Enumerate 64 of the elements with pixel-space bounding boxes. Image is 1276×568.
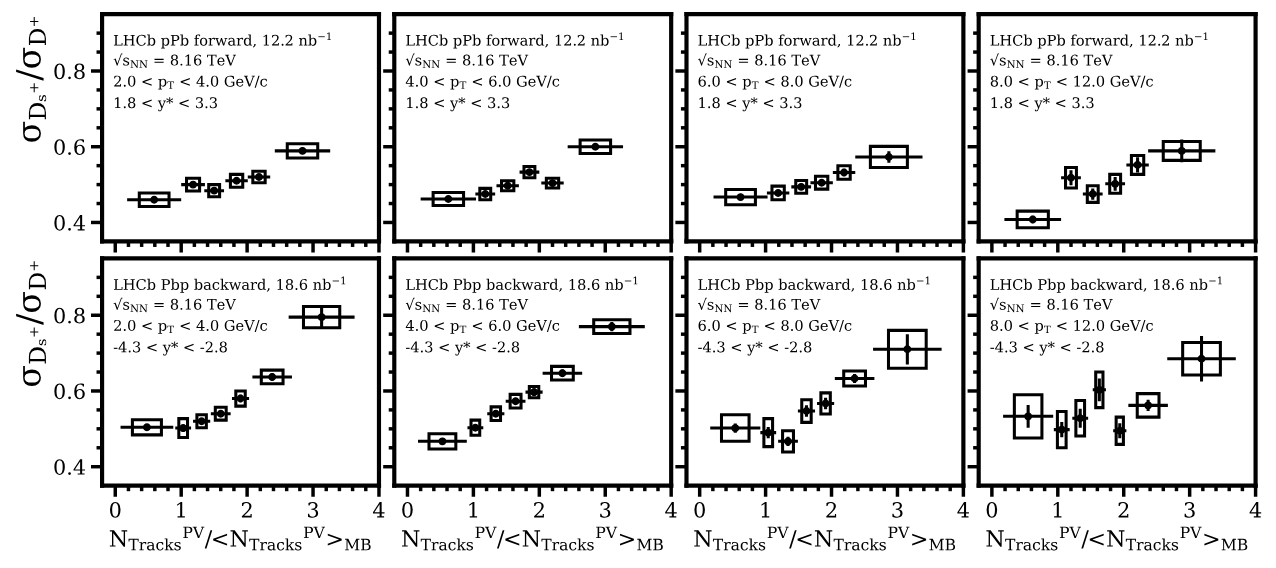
x-tick-label: 3 (600, 501, 611, 518)
y-axis-title: σ$_{Dₛ⁺}$/σ$_{D⁺}$ (16, 16, 47, 142)
x-axis-title: N$_{Tracks}$$^{PV}$/<N$_{Tracks}$$^{PV}$>$_{MB}$ (402, 526, 663, 551)
x-tick-label: 2 (241, 501, 252, 518)
annotation: √s$_{NN}$ = 8.16 TeV (405, 297, 529, 313)
annotation: LHCb pPb forward, 12.2 nb$^{−1}$ (990, 32, 1208, 49)
y-tick-label: 0.6 (54, 383, 85, 400)
x-axis-title: N$_{Tracks}$$^{PV}$/<N$_{Tracks}$$^{PV}$>$_{MB}$ (109, 526, 371, 551)
x-tick-label: 1 (469, 501, 478, 518)
annotation: 8.0 < p$_{T}$ < 12.0 GeV/c (990, 319, 1153, 334)
annotation: 1.8 < y* < 3.3 (114, 97, 217, 112)
annotation: -4.3 < y* < -2.8 (698, 341, 812, 356)
annotation: LHCb pPb forward, 12.2 nb$^{−1}$ (698, 32, 916, 49)
annotation: √s$_{NN}$ = 8.16 TeV (990, 53, 1113, 68)
x-tick-label: 2 (826, 501, 837, 518)
x-tick-label: 0 (986, 501, 998, 518)
y-tick-label: 0.8 (54, 63, 85, 80)
annotation: 6.0 < p$_{T}$ < 8.0 GeV/c (698, 319, 852, 334)
annotation: 8.0 < p$_{T}$ < 12.0 GeV/c (990, 75, 1153, 90)
annotation: √s$_{NN}$ = 8.16 TeV (698, 297, 821, 313)
y-tick-label: 0.6 (54, 139, 85, 155)
annotation: √s$_{NN}$ = 8.16 TeV (113, 297, 237, 313)
x-tick-label: 1 (177, 501, 185, 518)
annotation: √s$_{NN}$ = 8.16 TeV (405, 53, 529, 68)
x-axis-title: N$_{Tracks}$$^{PV}$/<N$_{Tracks}$$^{PV}$>$_{MB}$ (986, 526, 1248, 551)
x-tick-label: 4 (1249, 501, 1262, 518)
annotation: 1.8 < y* < 3.3 (407, 97, 510, 112)
annotation: 4.0 < p$_{T}$ < 6.0 GeV/c (405, 319, 560, 334)
y-axis-title: σ$_{Dₛ⁺}$/σ$_{D⁺}$ (16, 261, 47, 387)
annotation: LHCb Pbp backward, 18.6 nb$^{−1}$ (113, 276, 346, 293)
annotation: 2.0 < p$_{T}$ < 4.0 GeV/c (114, 319, 268, 334)
annotation: LHCb pPb forward, 12.2 nb$^{−1}$ (406, 32, 624, 49)
annotation: LHCb Pbp backward, 18.6 nb$^{−1}$ (406, 276, 638, 293)
x-tick-label: 3 (892, 501, 903, 518)
x-tick-label: 2 (1118, 501, 1129, 518)
x-tick-label: 0 (402, 501, 413, 518)
annotation: LHCb Pbp backward, 18.6 nb$^{−1}$ (698, 276, 930, 293)
y-tick-label: 0.4 (54, 459, 86, 475)
x-tick-label: 0 (110, 501, 121, 518)
annotation: 2.0 < p$_{T}$ < 4.0 GeV/c (114, 75, 268, 90)
y-tick-label: 0.8 (54, 307, 85, 324)
annotation: -4.3 < y* < -2.8 (406, 341, 520, 356)
x-tick-label: 3 (1184, 501, 1195, 518)
annotation: -4.3 < y* < -2.8 (990, 341, 1104, 356)
x-tick-label: 2 (534, 501, 544, 518)
annotation: LHCb pPb forward, 12.2 nb$^{−1}$ (113, 32, 331, 49)
y-tick-label: 0.4 (54, 214, 86, 231)
annotation: √s$_{NN}$ = 8.16 TeV (990, 297, 1113, 313)
annotation: 6.0 < p$_{T}$ < 8.0 GeV/c (698, 75, 852, 90)
x-tick-label: 1 (1053, 501, 1062, 518)
x-tick-label: 4 (372, 501, 385, 518)
annotation: 4.0 < p$_{T}$ < 6.0 GeV/c (405, 75, 560, 90)
x-tick-label: 0 (694, 501, 705, 518)
annotation: √s$_{NN}$ = 8.16 TeV (113, 53, 237, 68)
annotation: LHCb Pbp backward, 18.6 nb$^{−1}$ (990, 276, 1222, 293)
annotation: 1.8 < y* < 3.3 (991, 97, 1094, 112)
x-tick-label: 4 (957, 501, 969, 518)
annotation: √s$_{NN}$ = 8.16 TeV (698, 53, 821, 68)
x-tick-label: 1 (761, 501, 770, 518)
annotation: 1.8 < y* < 3.3 (699, 97, 802, 112)
x-tick-label: 3 (308, 501, 319, 518)
x-tick-label: 4 (665, 501, 677, 518)
x-axis-title: N$_{Tracks}$$^{PV}$/<N$_{Tracks}$$^{PV}$>$_{MB}$ (694, 526, 956, 551)
annotation: -4.3 < y* < -2.8 (113, 341, 227, 356)
